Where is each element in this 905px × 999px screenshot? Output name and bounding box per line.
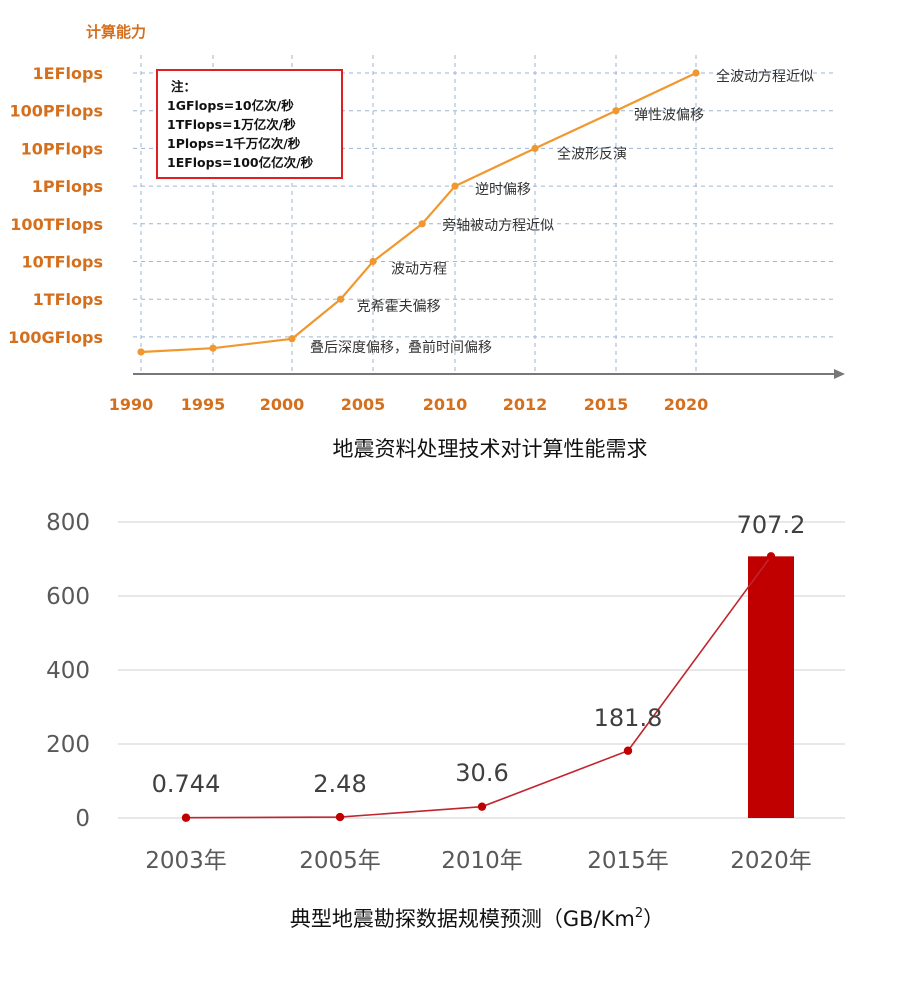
note-title: 注： <box>171 79 196 94</box>
data-point <box>531 144 539 152</box>
data-point <box>418 220 426 228</box>
data-point <box>692 69 700 77</box>
data-point <box>477 802 487 811</box>
y-tick-label: 600 <box>46 584 90 610</box>
y-tick-label: 800 <box>46 510 90 536</box>
x-axis-arrow <box>834 369 845 379</box>
x-tick-label: 2005年 <box>299 848 381 874</box>
data-point <box>612 107 620 115</box>
y-tick-label: 1TFlops <box>33 290 103 309</box>
bar-2020 <box>748 556 794 818</box>
x-tick-label: 1990 <box>109 395 154 414</box>
data-point <box>181 813 191 822</box>
y-tick-label: 100TFlops <box>10 215 103 234</box>
y-tick-label: 100GFlops <box>8 328 103 347</box>
caption-main: 典型地震勘探数据规模预测（GB/Km <box>290 907 635 931</box>
x-tick-label: 2000 <box>260 395 305 414</box>
caption-end: ） <box>643 907 664 931</box>
data-label: 181.8 <box>594 704 663 732</box>
y-tick-label: 0 <box>75 806 90 832</box>
data-point <box>451 182 459 190</box>
data-point-label: 叠后深度偏移，叠前时间偏移 <box>310 339 492 356</box>
data-point-label: 逆时偏移 <box>475 182 531 198</box>
x-tick-label: 2020年 <box>730 848 812 874</box>
x-tick-label: 2015年 <box>587 848 669 874</box>
note-line: 1Plops=1千万亿次/秒 <box>167 136 301 151</box>
chart-caption: 地震资料处理技术对计算性能需求 <box>333 437 648 461</box>
x-tick-label: 2015 <box>584 395 629 414</box>
data-point-label: 全波动方程近似 <box>716 68 814 85</box>
y-axis-title: 计算能力 <box>86 23 146 41</box>
x-tick-label: 2005 <box>341 395 386 414</box>
y-tick-label: 100PFlops <box>9 102 103 121</box>
y-tick-label: 1EFlops <box>33 64 103 83</box>
data-point-label: 旁轴被动方程近似 <box>442 217 554 234</box>
y-tick-label: 10TFlops <box>21 253 103 272</box>
x-tick-label: 2003年 <box>145 848 227 874</box>
x-tick-label: 2010年 <box>441 848 523 874</box>
note-line: 1EFlops=100亿亿次/秒 <box>167 155 314 170</box>
data-point <box>623 746 633 755</box>
note-line: 1TFlops=1万亿次/秒 <box>167 117 296 132</box>
note-line: 1GFlops=10亿次/秒 <box>167 98 294 113</box>
x-tick-label: 2020 <box>664 395 709 414</box>
data-point <box>335 812 345 822</box>
data-point <box>209 344 217 352</box>
data-label: 707.2 <box>737 511 806 539</box>
data-point-label: 克希霍夫偏移 <box>357 299 441 315</box>
data-point <box>137 348 145 356</box>
y-tick-label: 1PFlops <box>32 177 103 196</box>
series-line <box>140 72 697 354</box>
chart-caption: 典型地震勘探数据规模预测（GB/Km2） <box>290 906 664 931</box>
x-tick-label: 2010 <box>423 395 468 414</box>
y-tick-label: 200 <box>46 732 90 758</box>
data-label: 0.744 <box>152 770 221 798</box>
data-point <box>288 335 296 343</box>
data-label: 2.48 <box>313 770 366 798</box>
caption-superscript: 2 <box>635 906 643 921</box>
x-tick-label: 1995 <box>181 395 226 414</box>
data-point <box>337 295 345 303</box>
data-point-label: 波动方程 <box>391 262 447 278</box>
y-tick-label: 400 <box>46 658 90 684</box>
data-point-label: 弹性波偏移 <box>634 108 704 124</box>
data-point <box>766 552 776 561</box>
y-tick-label: 10PFlops <box>21 139 103 158</box>
note-box <box>156 69 343 179</box>
data-label: 30.6 <box>455 759 508 787</box>
data-point <box>369 257 377 266</box>
data-point-label: 全波形反演 <box>557 145 627 162</box>
x-tick-label: 2012 <box>503 395 548 414</box>
